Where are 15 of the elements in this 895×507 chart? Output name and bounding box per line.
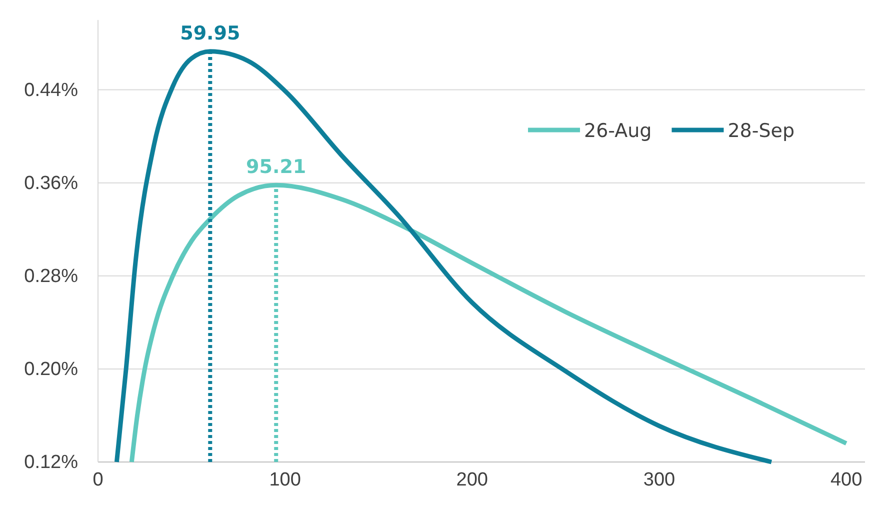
y-tick-label: 0.36% [24, 172, 78, 194]
y-tick-label: 0.20% [24, 359, 78, 380]
x-tick-label: 300 [643, 469, 676, 490]
y-tick-label: 0.44% [24, 80, 78, 101]
x-tick-label: 100 [269, 469, 301, 490]
y-tick-label: 0.28% [24, 266, 78, 287]
x-tick-label: 200 [456, 469, 488, 490]
x-tick-label: 0 [92, 469, 104, 490]
legend-label: 26-Aug [584, 120, 652, 142]
line-series [129, 182, 849, 464]
annotation: 59.95 [180, 22, 240, 44]
annotation: 95.21 [246, 156, 306, 178]
y-tick-label: 0.12% [24, 452, 78, 474]
legend-label: 28-Sep [728, 120, 795, 142]
x-tick-label: 400 [830, 469, 862, 490]
